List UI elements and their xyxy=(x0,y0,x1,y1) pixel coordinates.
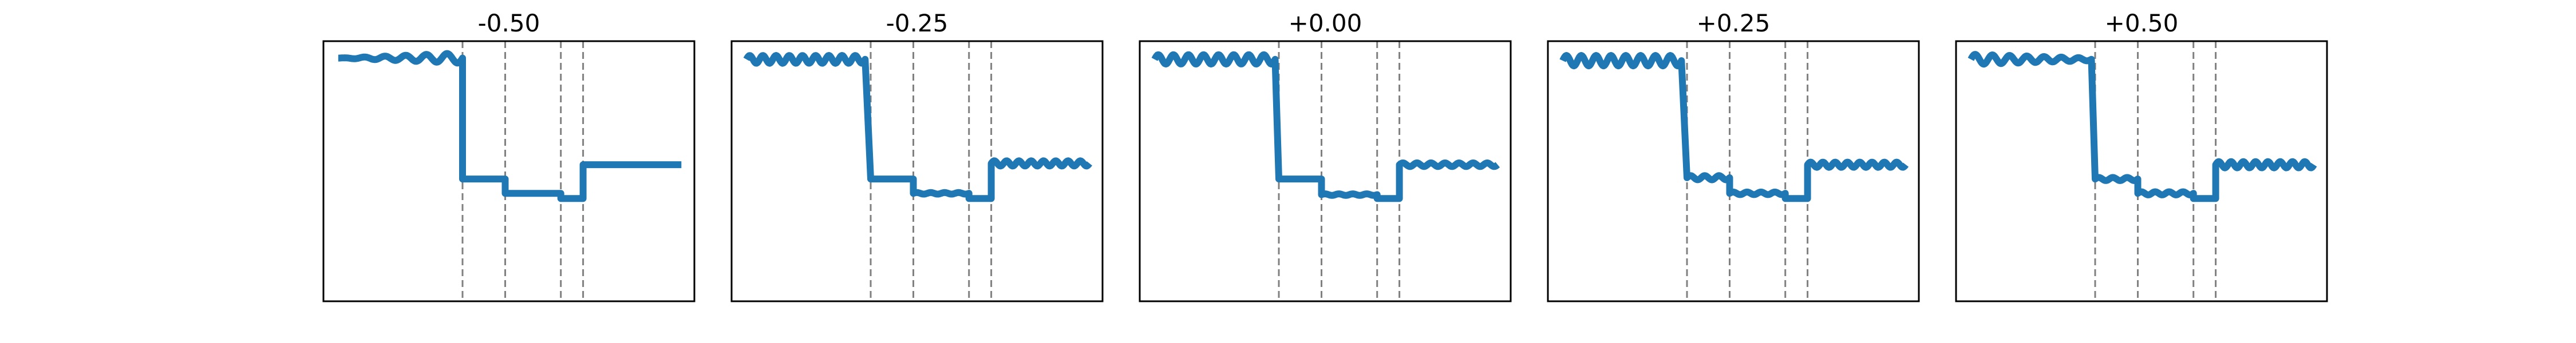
axes-frame xyxy=(322,40,696,302)
panel-title: -0.25 xyxy=(886,9,949,37)
axes-frame xyxy=(1955,40,2328,302)
series-line xyxy=(1967,51,2317,202)
series-line xyxy=(743,52,1092,202)
series-line xyxy=(1151,51,1500,202)
panel-2: -0.25 xyxy=(730,9,1104,302)
axes-frame xyxy=(1139,40,1512,302)
series-line xyxy=(1559,52,1909,202)
axes-frame xyxy=(1547,40,1920,302)
panel-3: +0.00 xyxy=(1139,9,1512,302)
panel-title: +0.50 xyxy=(2105,9,2179,37)
panel-5: +0.50 xyxy=(1955,9,2328,302)
panel-title: +0.25 xyxy=(1697,9,1771,37)
panel-title: +0.00 xyxy=(1289,9,1362,37)
panel-title: -0.50 xyxy=(478,9,540,37)
axes-frame xyxy=(730,40,1104,302)
series-line xyxy=(335,50,684,202)
panel-1: -0.50 xyxy=(322,9,696,302)
panel-4: +0.25 xyxy=(1547,9,1920,302)
